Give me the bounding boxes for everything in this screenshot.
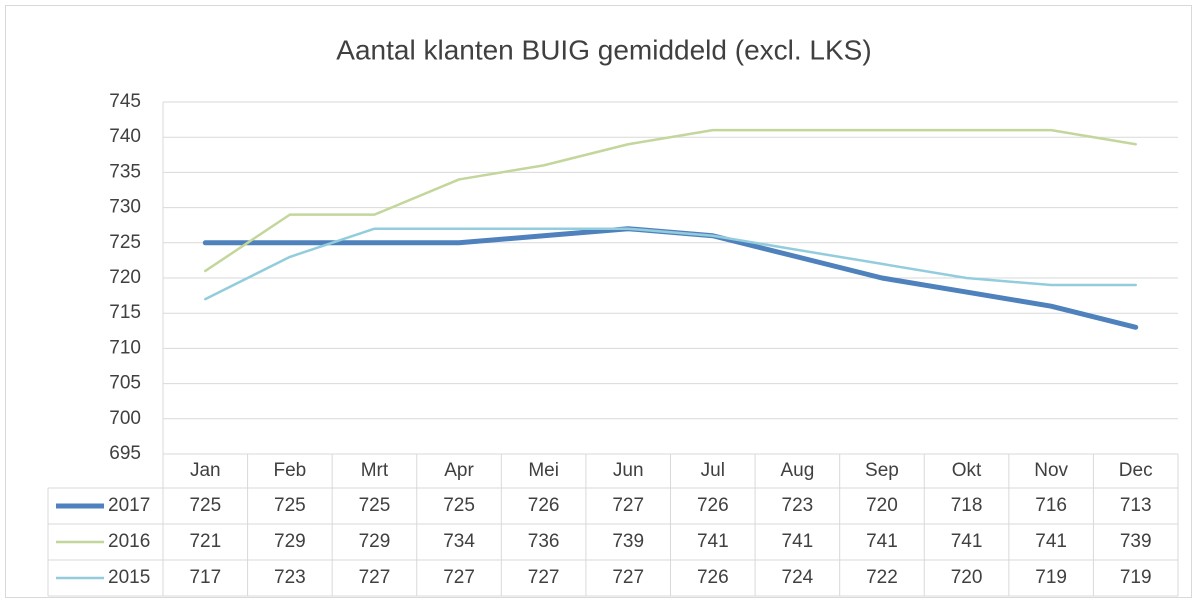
table-value: 727 [528,567,560,588]
table-value: 727 [359,567,391,588]
table-value: 739 [612,531,644,552]
series-line [204,227,1137,301]
y-tick-label: 745 [109,91,141,112]
table-value: 729 [274,531,306,552]
table-value: 726 [528,495,560,516]
y-tick-label: 735 [109,161,141,182]
x-tick-label: Jan [190,460,221,481]
table-value: 716 [1035,495,1067,516]
x-tick-label: Sep [865,460,899,481]
table-value: 741 [782,531,814,552]
chart-frame [5,5,1192,598]
y-tick-label: 715 [109,302,141,323]
y-tick-label: 695 [109,443,141,464]
chart-title: Aantal klanten BUIG gemiddeld (excl. LKS… [336,34,871,65]
table-value: 736 [528,531,560,552]
x-tick-label: Okt [952,460,982,481]
table-value: 720 [866,495,898,516]
table-value: 741 [697,531,729,552]
x-tick-label: Mei [528,460,559,481]
table-value: 741 [1035,531,1067,552]
x-tick-label: Nov [1034,460,1068,481]
y-tick-label: 705 [109,373,141,394]
y-tick-label: 730 [109,197,141,218]
table-value: 725 [274,495,306,516]
y-tick-label: 725 [109,232,141,253]
y-tick-label: 720 [109,267,141,288]
legend-label: 2017 [108,495,150,516]
x-tick-label: Aug [780,460,814,481]
table-value: 719 [1120,567,1152,588]
table-value: 725 [443,495,475,516]
table-value: 725 [359,495,391,516]
table-value: 722 [866,567,898,588]
x-tick-label: Apr [444,460,474,481]
table-value: 713 [1120,495,1152,516]
table-value: 726 [697,567,729,588]
table-value: 739 [1120,531,1152,552]
table-value: 727 [612,495,644,516]
table-value: 725 [189,495,221,516]
table-value: 727 [443,567,475,588]
table-value: 724 [782,567,814,588]
legend-label: 2016 [108,531,150,552]
table-value: 717 [189,567,221,588]
table-value: 719 [1035,567,1067,588]
x-tick-label: Mrt [361,460,389,481]
table-value: 726 [697,495,729,516]
table-value: 720 [951,567,983,588]
table-value: 741 [951,531,983,552]
table-value: 729 [359,531,391,552]
table-value: 718 [951,495,983,516]
y-tick-label: 700 [109,408,141,429]
table-value: 741 [866,531,898,552]
x-tick-label: Jul [701,460,725,481]
series-line [204,128,1137,273]
x-tick-label: Dec [1119,460,1153,481]
table-value: 721 [189,531,221,552]
table-value: 734 [443,531,475,552]
y-tick-label: 710 [109,337,141,358]
y-tick-label: 740 [109,126,141,147]
legend-label: 2015 [108,567,150,588]
x-tick-label: Jun [613,460,644,481]
x-tick-label: Feb [274,460,307,481]
table-value: 723 [782,495,814,516]
table-value: 727 [612,567,644,588]
table-value: 723 [274,567,306,588]
